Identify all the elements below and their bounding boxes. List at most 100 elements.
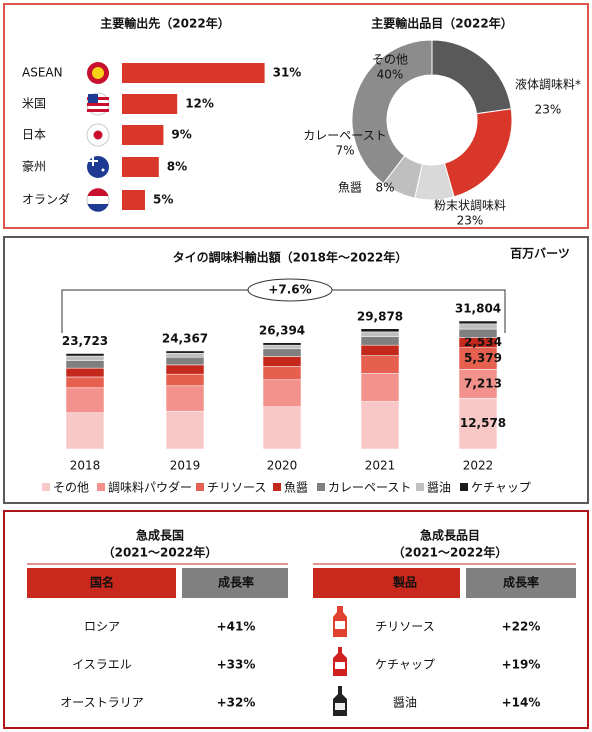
column-header: 成長率 [218, 575, 254, 590]
bar-segment [262, 344, 302, 350]
legend-swatch [196, 483, 204, 491]
legend-label: 調味料パウダー [108, 480, 192, 495]
row-name: チリソース [375, 620, 434, 634]
legend-swatch [42, 483, 50, 491]
legend-label: ケチャップ [471, 481, 531, 495]
legend-label: チリソース [207, 481, 266, 495]
column-header: 成長率 [503, 575, 539, 590]
bar-segment [262, 366, 302, 381]
bar-segment [65, 355, 105, 361]
legend-swatch [460, 483, 468, 491]
bar-segment [458, 369, 498, 399]
chart-title: 主要輸出先（2022年） [100, 16, 229, 31]
slice-label: 魚醤 [338, 180, 362, 195]
growth-rate: +22% [502, 620, 541, 634]
slice-value: 7% [335, 144, 354, 158]
total-label: 26,394 [259, 323, 305, 337]
panel-border [3, 3, 589, 229]
category-label: 日本 [22, 128, 46, 142]
total-label: 23,723 [62, 334, 108, 348]
column-header: 製品 [392, 575, 417, 590]
value-label: 5% [153, 193, 173, 207]
bar-segment [458, 328, 498, 338]
column-header: 国名 [90, 575, 114, 590]
growth-rate: +19% [502, 658, 541, 672]
legend-label: 魚醤 [284, 480, 308, 495]
bar-segment [165, 352, 205, 358]
bar-segment [65, 387, 105, 414]
bar-segment [165, 385, 205, 412]
bar-segment [360, 331, 400, 337]
unit-label: 百万バーツ [510, 247, 570, 261]
bar-segment [65, 353, 105, 357]
bar-segment [360, 344, 400, 356]
category-label: 豪州 [22, 159, 46, 174]
bar-segment [360, 355, 400, 374]
bar [122, 125, 164, 145]
bar-segment [165, 356, 205, 366]
category-label: 米国 [22, 97, 46, 111]
bar-segment [65, 367, 105, 378]
slice-label: 液体調味料* [515, 77, 581, 92]
segment-label: 2,534 [464, 335, 502, 349]
header-cell [466, 568, 576, 598]
segment-label: 7,213 [464, 376, 502, 390]
bar [122, 94, 178, 114]
bar-segment [165, 350, 205, 354]
legend-label: カレーペースト [328, 481, 411, 495]
bar-segment [360, 373, 400, 402]
header-cell [182, 568, 288, 598]
legend-label: その他 [53, 481, 89, 495]
slice-label: 粉末状調味料 [434, 199, 506, 213]
slice-value: 40% [377, 68, 404, 82]
growth-rate: +41% [217, 620, 256, 634]
annotation: +7.6% [268, 283, 311, 297]
header-cell [313, 568, 460, 598]
bar-segment [262, 348, 302, 357]
panel-border [3, 510, 589, 729]
legend-swatch [273, 483, 281, 491]
product-icons [333, 606, 347, 716]
bar-segment [65, 360, 105, 369]
donut-slice [431, 39, 512, 115]
bar-segment [360, 401, 400, 450]
bar-segment [360, 328, 400, 333]
chart-title: タイの調味料輸出額（2018年～2022年） [173, 250, 408, 265]
value-label: 9% [171, 128, 191, 142]
table-period: （2021～2022年） [103, 545, 218, 560]
category-label: ASEAN [22, 66, 63, 80]
x-tick-label: 2020 [267, 459, 298, 473]
x-tick-label: 2018 [70, 459, 101, 473]
slice-value: 8% [375, 181, 394, 195]
row-name: ケチャップ [375, 658, 435, 672]
table-title: 急成長国 [136, 528, 184, 543]
growth-rate: +14% [502, 696, 541, 710]
row-name: 醤油 [393, 695, 417, 710]
row-name: ロシア [84, 620, 120, 634]
legend-swatch [97, 483, 105, 491]
bar-segment [165, 410, 205, 450]
flags [86, 62, 110, 212]
growth-rate: +33% [217, 658, 256, 672]
total-label: 24,367 [162, 331, 208, 345]
bar-segment [165, 364, 205, 375]
slice-label: その他 [372, 53, 408, 67]
annotation-ellipse [247, 278, 333, 302]
bar-segment [262, 379, 302, 407]
legend-swatch [416, 483, 424, 491]
bar-segment [165, 373, 205, 387]
total-label: 29,878 [357, 309, 403, 323]
value-label: 8% [167, 160, 187, 174]
row-name: オーストラリア [60, 696, 143, 710]
slice-label: カレーペースト [303, 129, 386, 143]
slice-value: 23% [535, 103, 562, 117]
x-tick-label: 2022 [463, 459, 494, 473]
segment-label: 5,379 [464, 351, 502, 365]
donut-slice [443, 108, 513, 198]
segment-label: 12,578 [460, 416, 506, 430]
legend-label: 醤油 [427, 480, 451, 495]
bar [122, 190, 145, 210]
row-name: イスラエル [72, 658, 132, 672]
value-label: 12% [185, 97, 214, 111]
bar-segment [458, 323, 498, 330]
